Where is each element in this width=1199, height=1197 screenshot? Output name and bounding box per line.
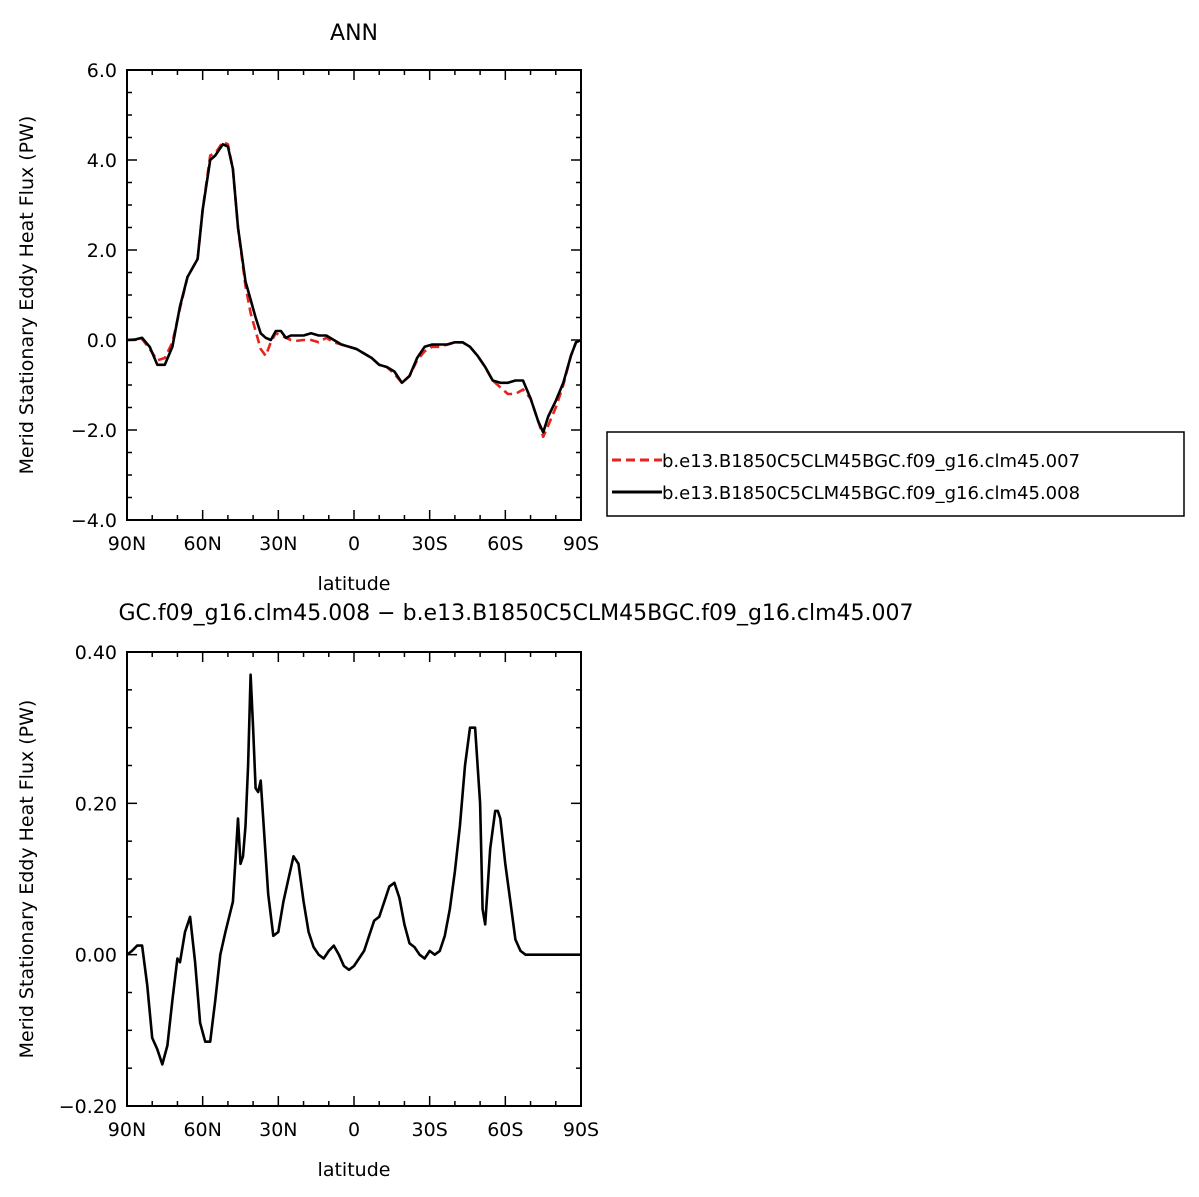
bottom-chart-panel: GC.f09_g16.clm45.008 − b.e13.B1850C5CLM4… — [16, 601, 914, 1181]
top-y-tick-label: −2.0 — [71, 420, 117, 442]
bottom-chart-y-axis-label: Merid Stationary Eddy Heat Flux (PW) — [16, 700, 38, 1059]
bottom-y-tick-label: 0.20 — [75, 793, 117, 815]
bottom-chart-frame — [126, 651, 582, 1107]
top-chart-legend: b.e13.B1850C5CLM45BGC.f09_g16.clm45.007 … — [606, 431, 1185, 517]
top-series-line-0 — [127, 140, 582, 439]
bottom-x-tick-label: 60N — [183, 1119, 221, 1141]
legend-entry-series-008: b.e13.B1850C5CLM45BGC.f09_g16.clm45.008 — [662, 483, 1080, 504]
bottom-x-tick-label: 60S — [487, 1119, 523, 1141]
bottom-y-tick-label: 0.00 — [75, 945, 117, 967]
bottom-x-tick-label: 30S — [412, 1119, 448, 1141]
top-x-tick-label: 90N — [108, 533, 146, 555]
bottom-chart-x-axis-label: latitude — [318, 1159, 391, 1181]
bottom-series-line-0 — [126, 673, 581, 1066]
top-y-tick-label: 4.0 — [87, 150, 117, 172]
bottom-y-tick-label: −0.20 — [59, 1096, 117, 1118]
bottom-chart-title: GC.f09_g16.clm45.008 − b.e13.B1850C5CLM4… — [118, 601, 913, 626]
top-y-tick-label: 0.0 — [87, 330, 117, 352]
top-x-tick-label: 30S — [412, 533, 448, 555]
top-x-tick-label: 90S — [563, 533, 599, 555]
top-chart-title: ANN — [330, 21, 378, 46]
bottom-chart-plot-area: 90N 60N 30N 0 30S 60S 90S 0.40 0.20 0.00 −0.20 — [59, 642, 599, 1141]
top-chart-plot-area: 90N 60N 30N 0 30S 60S 90S 6.0 4.0 2.0 0.0 −2.0 −4.0 — [71, 60, 599, 555]
top-series-line-1 — [126, 143, 582, 434]
top-y-tick-label: 2.0 — [87, 240, 117, 262]
top-chart-y-axis-label: Merid Stationary Eddy Heat Flux (PW) — [16, 116, 38, 475]
bottom-x-tick-label: 0 — [348, 1119, 360, 1141]
top-x-tick-label: 60S — [487, 533, 523, 555]
top-y-tick-label: −4.0 — [71, 510, 117, 532]
bottom-x-tick-label: 90S — [563, 1119, 599, 1141]
bottom-x-tick-label: 30N — [259, 1119, 297, 1141]
top-chart-x-axis-label: latitude — [318, 573, 391, 595]
top-chart-frame — [126, 69, 582, 521]
top-y-tick-label: 6.0 — [87, 60, 117, 82]
bottom-y-tick-label: 0.40 — [75, 642, 117, 664]
legend-entry-series-007: b.e13.B1850C5CLM45BGC.f09_g16.clm45.007 — [662, 451, 1080, 472]
top-x-tick-label: 0 — [348, 533, 360, 555]
legend-box — [606, 431, 1185, 517]
top-chart-panel: ANN 90N 60N 30N 0 30S 60S 90S 6.0 4.0 2.0 0.0 −2.0 −… — [16, 21, 599, 595]
top-x-tick-label: 30N — [259, 533, 297, 555]
bottom-x-tick-label: 90N — [108, 1119, 146, 1141]
top-x-tick-label: 60N — [183, 533, 221, 555]
